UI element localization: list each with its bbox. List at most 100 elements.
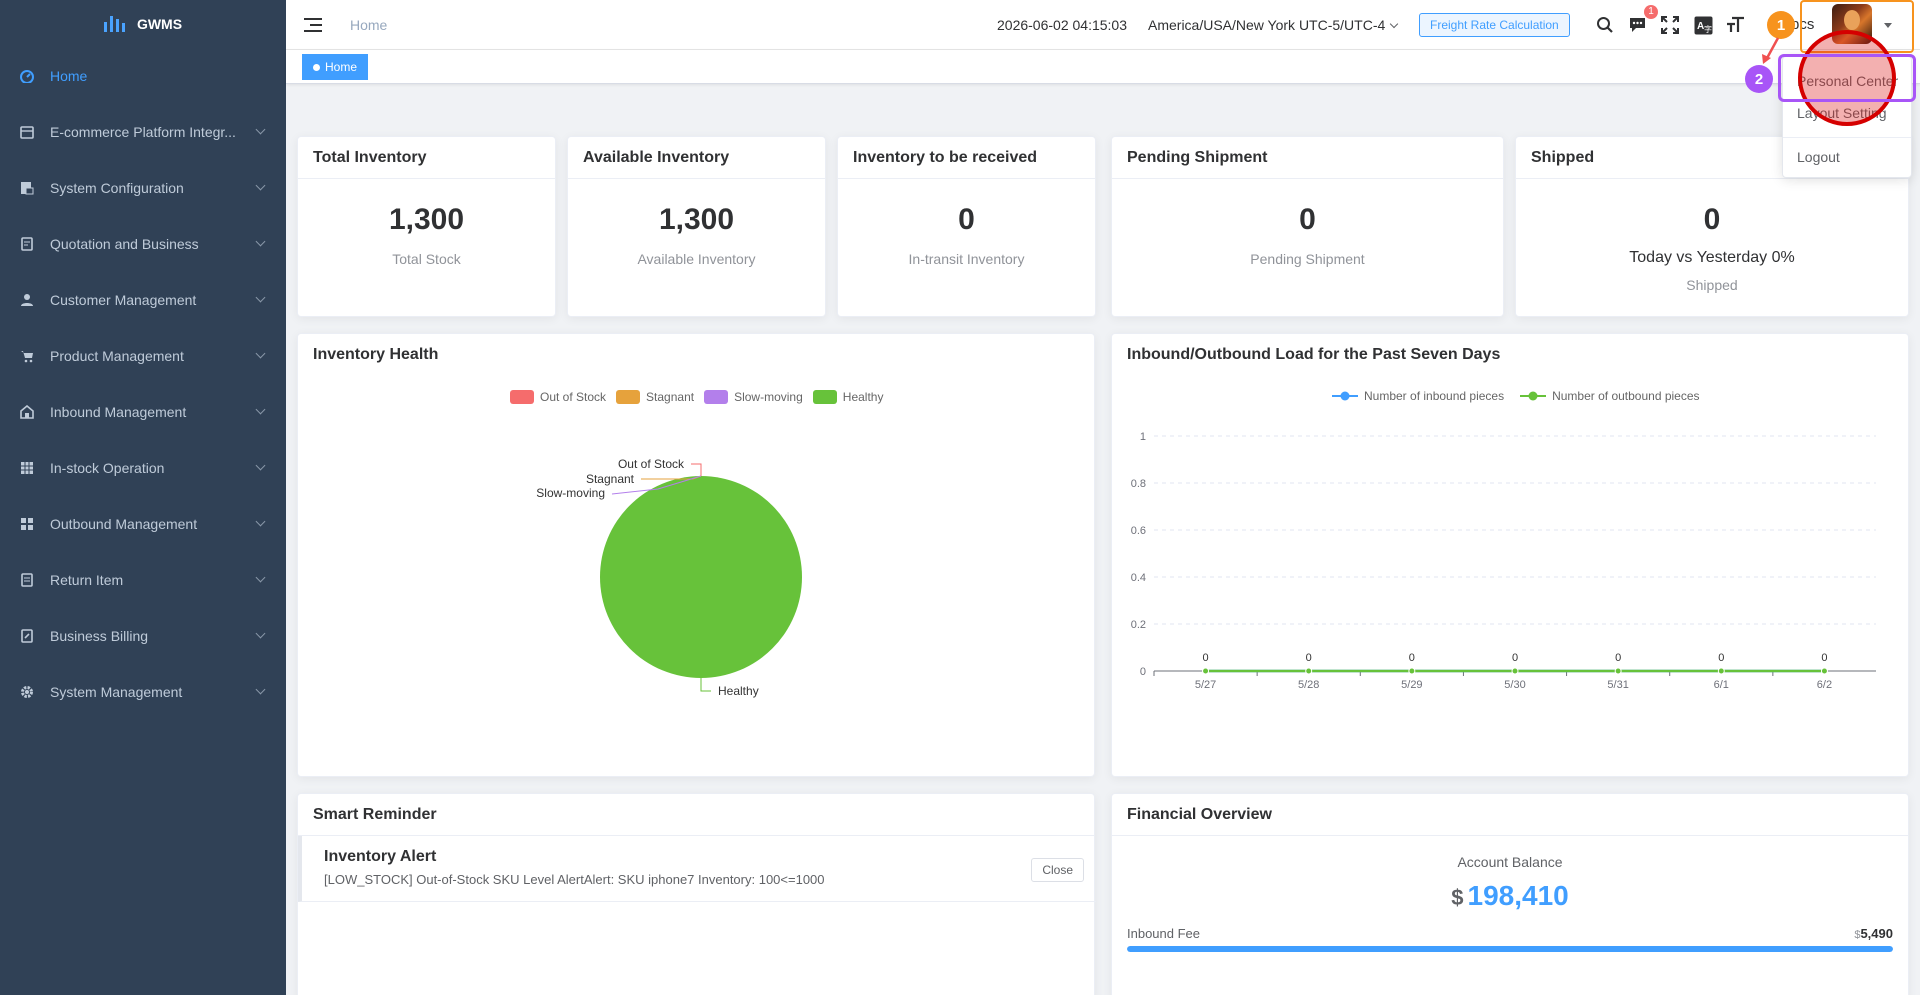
stat-label: Available Inventory xyxy=(637,251,756,267)
stat-value: 0 xyxy=(958,203,975,236)
chevron-down-icon xyxy=(255,516,266,527)
pie-slice-healthy[interactable] xyxy=(600,476,802,678)
font-size-icon[interactable] xyxy=(1725,14,1747,36)
sidebar-item-label: Business Billing xyxy=(50,628,149,644)
inventory-health-card: Inventory Health Out of Stock Stagnant S… xyxy=(297,333,1095,777)
sidebar-item-e-commerce-platform-integr[interactable]: E-commerce Platform Integr... xyxy=(0,104,286,160)
data-point[interactable] xyxy=(1408,667,1416,675)
legend-item-outbound[interactable]: Number of outbound pieces xyxy=(1520,389,1700,403)
y-tick-label: 0 xyxy=(1140,666,1146,678)
caret-down-icon[interactable] xyxy=(1884,23,1892,28)
stat-label: In-transit Inventory xyxy=(908,251,1025,267)
sidebar-item-quotation-and-business[interactable]: Quotation and Business xyxy=(0,216,286,272)
data-point[interactable] xyxy=(1305,667,1313,675)
sidebar-item-product-management[interactable]: Product Management xyxy=(0,328,286,384)
logo[interactable]: GWMS xyxy=(0,0,286,48)
stat-comparison: Today vs Yesterday 0% xyxy=(1629,249,1795,266)
tag-home[interactable]: Home xyxy=(302,54,369,80)
sidebar-item-label: System Management xyxy=(50,684,183,700)
logo-icon xyxy=(103,16,125,32)
pie-label: Slow-moving xyxy=(536,486,605,500)
stat-value: 0 xyxy=(1703,203,1721,236)
fee-progress-fill xyxy=(1127,946,1893,952)
y-tick-label: 0.2 xyxy=(1131,619,1146,631)
data-point[interactable] xyxy=(1511,667,1519,675)
x-tick-label: 5/29 xyxy=(1401,679,1422,691)
annotation-click-marker xyxy=(1798,30,1896,126)
sidebar-item-label: Return Item xyxy=(50,572,124,588)
username[interactable]: pcs xyxy=(1791,16,1815,33)
chevron-down-icon xyxy=(255,348,266,359)
pie-legend: Out of Stock Stagnant Slow-moving Health… xyxy=(510,390,883,404)
fee-label: Inbound Fee xyxy=(1127,926,1201,941)
fee-progress-bar xyxy=(1127,946,1893,952)
menu-item-logout[interactable]: Logout xyxy=(1797,149,1840,165)
chevron-down-icon xyxy=(255,236,266,247)
y-tick-label: 0.6 xyxy=(1131,525,1146,537)
message-icon[interactable]: 1 xyxy=(1626,5,1658,36)
alert-text: [LOW_STOCK] Out-of-Stock SKU Level Alert… xyxy=(324,872,825,887)
sidebar-item-label: In-stock Operation xyxy=(50,460,165,476)
x-tick-label: 5/28 xyxy=(1298,679,1319,691)
hamburger-icon[interactable] xyxy=(304,17,322,32)
fee-amount: $5,490 xyxy=(1854,926,1893,941)
search-icon[interactable] xyxy=(1594,14,1616,36)
x-tick-label: 5/30 xyxy=(1504,679,1525,691)
sidebar-item-business-billing[interactable]: Business Billing xyxy=(0,608,286,664)
quotation-icon xyxy=(20,237,34,251)
sidebar-item-home[interactable]: Home xyxy=(0,48,286,104)
sidebar-item-customer-management[interactable]: Customer Management xyxy=(0,272,286,328)
card-title: Inbound/Outbound Load for the Past Seven… xyxy=(1127,346,1501,363)
sidebar-item-return-item[interactable]: Return Item xyxy=(0,552,286,608)
data-point[interactable] xyxy=(1820,667,1828,675)
legend-item-out-of-stock[interactable]: Out of Stock xyxy=(510,390,606,404)
fullscreen-icon[interactable] xyxy=(1659,14,1681,36)
freight-rate-button[interactable]: Freight Rate Calculation xyxy=(1419,13,1570,37)
sidebar-item-inbound-management[interactable]: Inbound Management xyxy=(0,384,286,440)
legend-item-inbound[interactable]: Number of inbound pieces xyxy=(1332,389,1504,403)
alert-title: Inventory Alert xyxy=(324,848,437,865)
user-icon xyxy=(20,293,34,307)
sidebar-item-outbound-management[interactable]: Outbound Management xyxy=(0,496,286,552)
sidebar-item-system-configuration[interactable]: System Configuration xyxy=(0,160,286,216)
chevron-down-icon xyxy=(255,628,266,639)
x-tick-label: 6/1 xyxy=(1714,679,1729,691)
legend-item-slow-moving[interactable]: Slow-moving xyxy=(704,390,803,404)
sidebar-menu: Home E-commerce Platform Integr... System … xyxy=(0,48,286,720)
annotation-step-2: 2 xyxy=(1745,65,1773,93)
card-title: Smart Reminder xyxy=(298,794,1094,836)
x-tick-label: 5/31 xyxy=(1607,679,1628,691)
data-label: 0 xyxy=(1821,652,1827,664)
sidebar-item-system-management[interactable]: System Management xyxy=(0,664,286,720)
legend-item-healthy[interactable]: Healthy xyxy=(812,390,883,404)
y-tick-label: 0.4 xyxy=(1131,572,1146,584)
data-point[interactable] xyxy=(1202,667,1210,675)
config-icon xyxy=(20,181,34,195)
sidebar-item-label: System Configuration xyxy=(50,180,184,196)
timezone-select[interactable]: America/USA/New York UTC-5/UTC-4 xyxy=(1148,17,1399,33)
legend-item-stagnant[interactable]: Stagnant xyxy=(616,390,694,404)
close-button[interactable]: Close xyxy=(1031,858,1084,882)
annotation-step-1: 1 xyxy=(1767,11,1795,39)
menu-divider xyxy=(1783,137,1911,138)
pie-label: Stagnant xyxy=(586,472,635,486)
data-label: 0 xyxy=(1306,652,1312,664)
navbar: Home 2026-06-02 04:15:03 America/USA/New… xyxy=(286,0,1920,50)
card-title: Inventory Health xyxy=(313,346,439,363)
gear-icon xyxy=(20,685,34,699)
sidebar-item-label: Home xyxy=(50,68,88,84)
logo-text: GWMS xyxy=(136,16,183,32)
pie-label: Healthy xyxy=(718,684,759,698)
smart-reminder-card: Smart Reminder Inventory Alert [LOW_STOC… xyxy=(297,793,1096,995)
pie-label-line xyxy=(691,463,702,476)
breadcrumb[interactable]: Home xyxy=(350,16,388,33)
sidebar-item-label: Quotation and Business xyxy=(50,236,199,252)
data-point[interactable] xyxy=(1614,667,1622,675)
stat-card-pending-shipment: Pending Shipment 0 Pending Shipment xyxy=(1111,136,1504,317)
sidebar-item-in-stock-operation[interactable]: In-stock Operation xyxy=(0,440,286,496)
data-point[interactable] xyxy=(1717,667,1725,675)
pie-label-line xyxy=(700,678,711,692)
stat-card-total-inventory: Total Inventory 1,300 Total Stock xyxy=(297,136,556,317)
